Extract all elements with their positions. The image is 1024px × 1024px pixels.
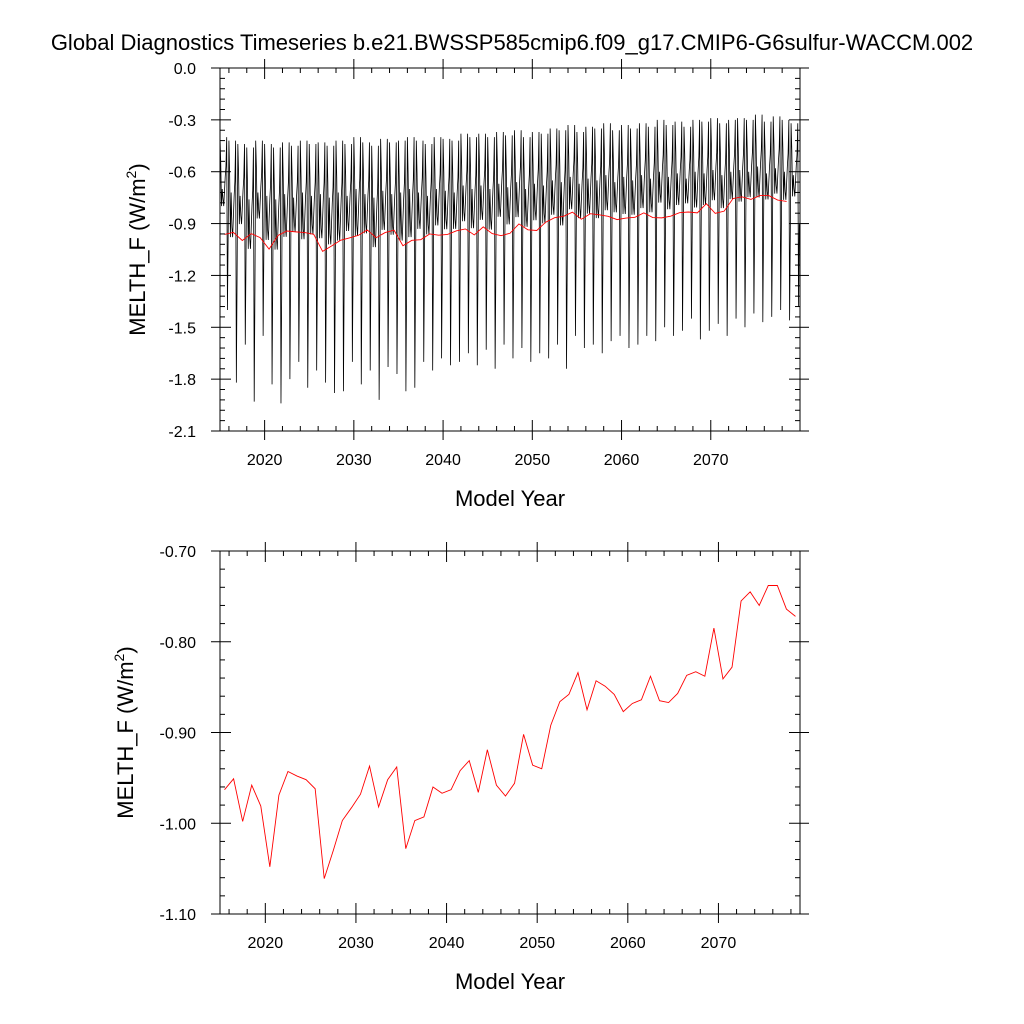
monthly-series-line (220, 114, 800, 404)
annual-mean-series-line (224, 585, 796, 879)
x-tick-label: 2020 (247, 452, 283, 469)
y-tick-label: -2.1 (168, 424, 196, 441)
y-tick-label: -0.80 (160, 635, 197, 652)
x-tick-label: 2050 (519, 935, 555, 952)
y-tick-label: -1.5 (168, 320, 196, 337)
x-tick-label: 2030 (336, 452, 372, 469)
x-tick-label: 2040 (429, 935, 465, 952)
y-tick-label: -0.3 (168, 113, 196, 130)
x-tick-label: 2050 (515, 452, 551, 469)
x-axis-label: Model Year (455, 486, 565, 511)
plot-frame (219, 550, 801, 915)
y-tick-label: -1.00 (160, 816, 197, 833)
y-tick-label: -1.8 (168, 372, 196, 389)
y-axis-label: MELTH_F (W/m2) (123, 163, 150, 335)
y-axis-label-superscript: 2 (111, 653, 127, 661)
bottom-panel: 2020 2030 2040 2050 2060 2070 -0.70 -0.80 -0.90 -… (111, 542, 809, 994)
x-axis-label: Model Year (455, 969, 565, 994)
plot-frame (219, 67, 801, 432)
y-axis-label-main: MELTH_F (W/m (125, 178, 150, 335)
x-tick-label: 2060 (604, 452, 640, 469)
y-tick-label: -1.10 (160, 907, 197, 924)
chart-title: Global Diagnostics Timeseries b.e21.BWSS… (50, 30, 974, 55)
x-tick-label: 2030 (338, 935, 374, 952)
y-axis-label-main: MELTH_F (W/m (113, 661, 138, 818)
y-axis-label: MELTH_F (W/m2) (111, 646, 138, 818)
x-tick-label: 2070 (693, 452, 729, 469)
y-tick-label: 0.0 (174, 61, 196, 78)
y-axis-label-close: ) (125, 163, 150, 170)
y-axis-label-superscript: 2 (123, 170, 139, 178)
y-tick-label: -0.9 (168, 217, 196, 234)
x-tick-label: 2070 (701, 935, 737, 952)
annual-mean-series-line (224, 195, 787, 253)
top-panel: 2020 2030 2040 2050 2060 2070 0.0 -0.3 -0.6 -0.9 -… (123, 59, 809, 511)
x-tick-label: 2020 (248, 935, 284, 952)
y-tick-label: -0.70 (160, 544, 197, 561)
y-tick-label: -0.6 (168, 165, 196, 182)
x-tick-label: 2060 (610, 935, 646, 952)
y-tick-label: -1.2 (168, 268, 196, 285)
y-tick-label: -0.90 (160, 726, 197, 743)
y-axis-label-close: ) (113, 646, 138, 653)
x-tick-label: 2040 (425, 452, 461, 469)
